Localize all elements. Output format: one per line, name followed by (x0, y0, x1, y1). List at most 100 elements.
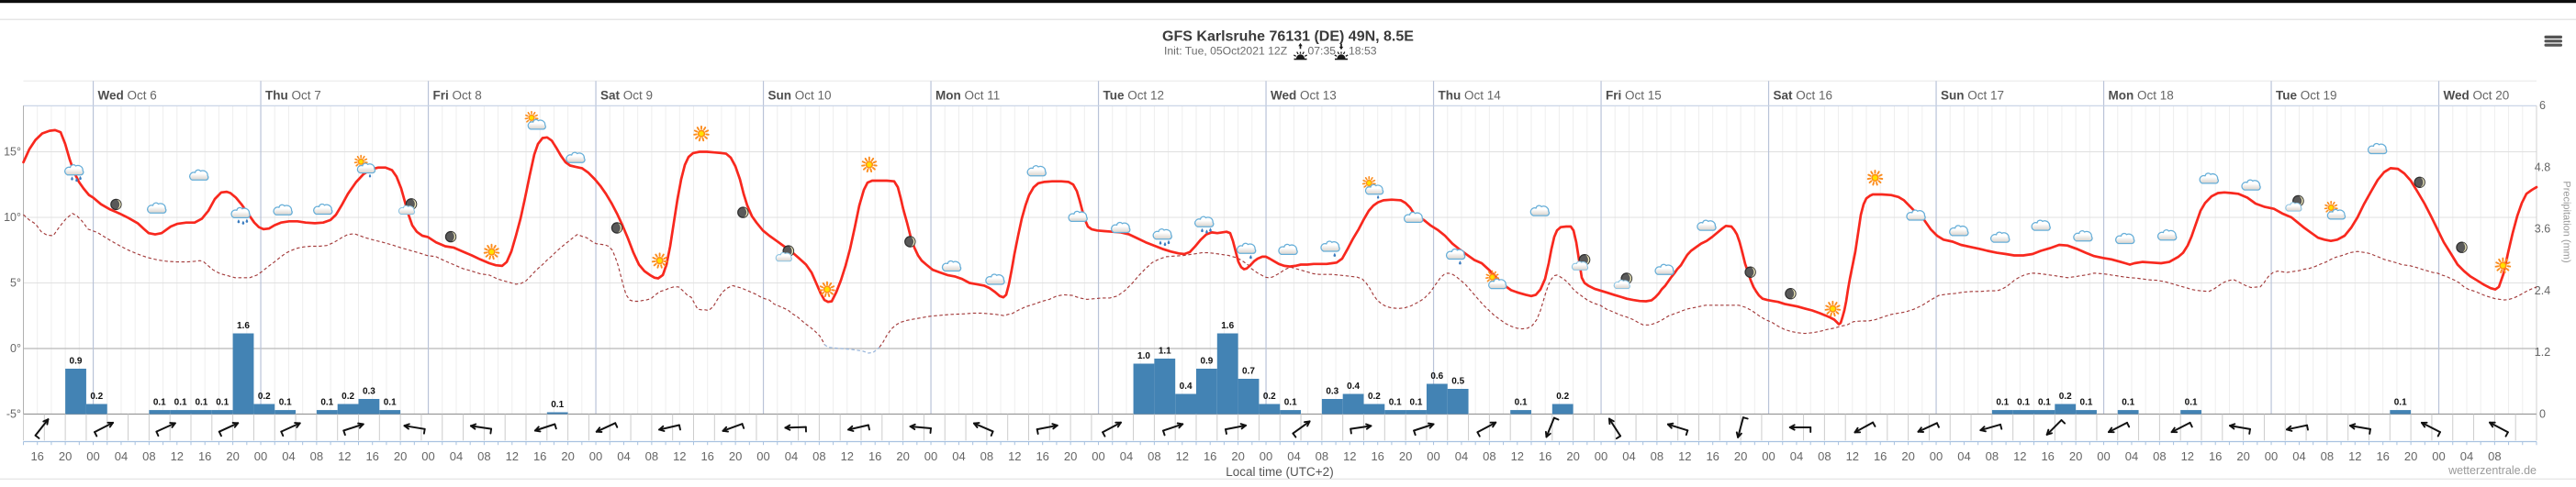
svg-text:20: 20 (896, 449, 909, 463)
svg-text:08: 08 (980, 449, 993, 463)
svg-text:20: 20 (1399, 449, 1412, 463)
svg-text:Mon Oct 11: Mon Oct 11 (935, 89, 1000, 103)
svg-text:08: 08 (1483, 449, 1495, 463)
svg-text:16: 16 (198, 449, 211, 463)
svg-text:20: 20 (394, 449, 407, 463)
svg-text:00: 00 (589, 449, 602, 463)
svg-text:12: 12 (1678, 449, 1691, 463)
svg-text:20: 20 (1566, 449, 1579, 463)
svg-text:1.0: 1.0 (1137, 351, 1150, 361)
svg-text:0.1: 0.1 (1410, 398, 1423, 408)
svg-text:0.1: 0.1 (279, 398, 292, 408)
svg-text:04: 04 (785, 449, 798, 463)
svg-text:Sun Oct 17: Sun Oct 17 (1941, 89, 2004, 103)
svg-text:00: 00 (1595, 449, 1607, 463)
svg-text:12: 12 (673, 449, 686, 463)
svg-text:00: 00 (1260, 449, 1272, 463)
svg-text:Wed Oct 6: Wed Oct 6 (98, 89, 157, 103)
svg-text:12: 12 (1511, 449, 1524, 463)
svg-text:12: 12 (2013, 449, 2026, 463)
svg-text:0.2: 0.2 (1368, 392, 1381, 402)
svg-text:0.1: 0.1 (2080, 398, 2093, 408)
svg-text:04: 04 (2125, 449, 2138, 463)
svg-text:15°: 15° (4, 146, 21, 159)
svg-text:Fri Oct 15: Fri Oct 15 (1606, 89, 1662, 103)
svg-text:00: 00 (924, 449, 937, 463)
svg-text:2.4: 2.4 (2535, 284, 2550, 297)
svg-text:Wed Oct 20: Wed Oct 20 (2444, 89, 2510, 103)
svg-text:12: 12 (1846, 449, 1859, 463)
svg-text:20: 20 (729, 449, 742, 463)
svg-text:00: 00 (2432, 449, 2445, 463)
svg-text:04: 04 (1287, 449, 1300, 463)
svg-text:07:35: 07:35 (1308, 45, 1337, 58)
svg-text:12: 12 (2348, 449, 2361, 463)
svg-text:16: 16 (30, 449, 43, 463)
svg-text:12: 12 (1176, 449, 1189, 463)
svg-text:00: 00 (2265, 449, 2278, 463)
svg-text:16: 16 (2209, 449, 2222, 463)
svg-text:0.1: 0.1 (2017, 398, 2030, 408)
svg-text:Mon Oct 18: Mon Oct 18 (2109, 89, 2174, 103)
svg-text:00: 00 (756, 449, 769, 463)
svg-text:20: 20 (1231, 449, 1244, 463)
svg-text:08: 08 (2488, 449, 2501, 463)
svg-text:00: 00 (421, 449, 434, 463)
svg-text:0.6: 0.6 (1430, 371, 1443, 382)
svg-text:16: 16 (2376, 449, 2389, 463)
svg-text:0.2: 0.2 (1263, 392, 1276, 402)
svg-text:08: 08 (645, 449, 658, 463)
svg-text:4.8: 4.8 (2535, 160, 2550, 173)
svg-text:0.1: 0.1 (174, 398, 187, 408)
svg-text:0.1: 0.1 (1996, 398, 2009, 408)
svg-text:0.1: 0.1 (216, 398, 229, 408)
svg-text:08: 08 (2153, 449, 2166, 463)
svg-text:04: 04 (450, 449, 463, 463)
svg-text:0.2: 0.2 (258, 392, 271, 402)
svg-text:16: 16 (1204, 449, 1216, 463)
svg-text:04: 04 (1455, 449, 1468, 463)
svg-text:00: 00 (86, 449, 99, 463)
svg-text:Thu Oct 14: Thu Oct 14 (1439, 89, 1502, 103)
svg-text:00: 00 (1092, 449, 1104, 463)
svg-text:Thu Oct 7: Thu Oct 7 (265, 89, 321, 103)
svg-text:04: 04 (1622, 449, 1635, 463)
svg-text:08: 08 (1818, 449, 1831, 463)
svg-text:0.1: 0.1 (2185, 398, 2198, 408)
svg-text:04: 04 (2292, 449, 2305, 463)
svg-text:08: 08 (142, 449, 155, 463)
svg-text:16: 16 (868, 449, 881, 463)
svg-text:20: 20 (2404, 449, 2417, 463)
svg-text:04: 04 (1790, 449, 1803, 463)
svg-text:16: 16 (700, 449, 713, 463)
svg-text:16: 16 (533, 449, 546, 463)
svg-text:04: 04 (1120, 449, 1133, 463)
svg-text:1.6: 1.6 (237, 321, 250, 331)
svg-text:0.1: 0.1 (320, 398, 333, 408)
svg-text:Tue Oct 19: Tue Oct 19 (2276, 89, 2337, 103)
svg-text:0.4: 0.4 (1347, 382, 1360, 392)
svg-text:0.4: 0.4 (1180, 382, 1193, 392)
svg-text:12: 12 (1343, 449, 1356, 463)
svg-text:08: 08 (477, 449, 490, 463)
svg-text:1.2: 1.2 (2535, 346, 2550, 359)
svg-text:1.1: 1.1 (1159, 347, 1171, 357)
svg-text:Sat Oct 9: Sat Oct 9 (600, 89, 653, 103)
svg-text:04: 04 (2460, 449, 2473, 463)
svg-text:0.1: 0.1 (2394, 398, 2407, 408)
svg-text:20: 20 (2236, 449, 2249, 463)
svg-text:Sat Oct 16: Sat Oct 16 (1774, 89, 1833, 103)
svg-text:04: 04 (952, 449, 965, 463)
svg-text:20: 20 (2069, 449, 2082, 463)
svg-text:18:53: 18:53 (1349, 45, 1377, 58)
svg-text:0.1: 0.1 (2122, 398, 2134, 408)
svg-text:08: 08 (1316, 449, 1328, 463)
svg-text:0.7: 0.7 (1242, 367, 1255, 377)
svg-text:16: 16 (1874, 449, 1887, 463)
svg-text:12: 12 (2181, 449, 2194, 463)
svg-text:16: 16 (365, 449, 378, 463)
svg-text:6: 6 (2539, 99, 2546, 112)
svg-text:0: 0 (2539, 408, 2546, 421)
svg-text:0.1: 0.1 (1515, 398, 1528, 408)
svg-text:Fri Oct 8: Fri Oct 8 (433, 89, 482, 103)
